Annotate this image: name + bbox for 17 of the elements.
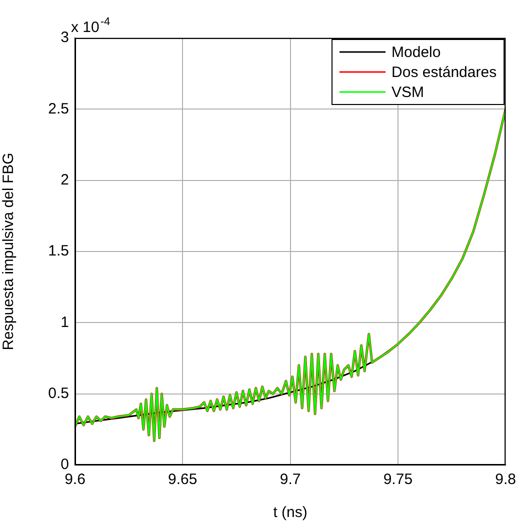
x-tick-label: 9.7 bbox=[280, 471, 301, 488]
x-tick-label: 9.75 bbox=[383, 471, 413, 488]
y-tick-label: 1.5 bbox=[48, 242, 69, 260]
x-axis-title: t (ns) bbox=[273, 504, 308, 522]
y-tick-label: 2 bbox=[60, 171, 69, 188]
y-axis-title: Respuesta impulsiva del FBG bbox=[0, 152, 18, 350]
y-tick-label: 1 bbox=[60, 314, 69, 331]
x-tick-label: 9.6 bbox=[64, 471, 86, 488]
x-tick-label: 9.65 bbox=[168, 471, 198, 488]
legend-label: Dos estándares bbox=[392, 64, 497, 82]
legend-label: Modelo bbox=[392, 44, 441, 62]
legend-label: VSM bbox=[392, 84, 424, 102]
y-tick-label: 0.5 bbox=[48, 384, 69, 402]
y-tick-label: 3 bbox=[60, 29, 69, 46]
x-tick-label: 9.8 bbox=[495, 471, 516, 488]
y-tick-label: 0 bbox=[60, 456, 69, 474]
y-tick-label: 2.5 bbox=[48, 100, 69, 118]
